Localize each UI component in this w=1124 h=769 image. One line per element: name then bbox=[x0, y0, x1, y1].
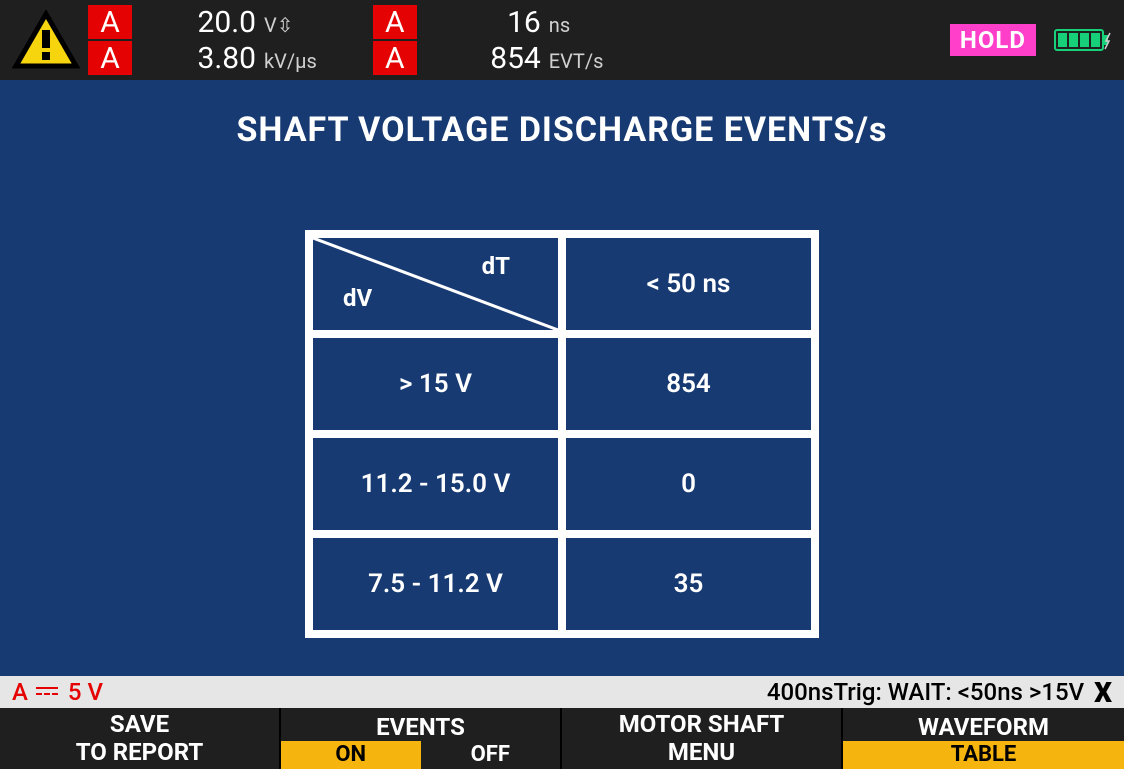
discharge-events-table: dT dV < 50 ns > 15 V 854 11.2 - 15.0 V 0… bbox=[305, 230, 819, 638]
footer: A 5 V 400nsTrig: WAIT: <50ns >15V X SAVE… bbox=[0, 676, 1124, 769]
softkey-save-to-report[interactable]: SAVE TO REPORT bbox=[0, 708, 281, 769]
battery-icon bbox=[1054, 27, 1112, 53]
table-row: 11.2 - 15.0 V 0 bbox=[313, 438, 811, 530]
softkey-label-line1: SAVE bbox=[110, 711, 169, 739]
readout-value: 854 bbox=[431, 41, 541, 76]
table-row: > 15 V 854 bbox=[313, 338, 811, 430]
warning-icon bbox=[12, 10, 80, 70]
readout-unit: kV/µs bbox=[264, 49, 317, 73]
events-toggle-on[interactable]: ON bbox=[281, 741, 421, 769]
status-channel-letter: A bbox=[12, 678, 28, 706]
softkey-label-line2: TO REPORT bbox=[76, 739, 204, 767]
table-row-value: 35 bbox=[566, 538, 811, 630]
status-trigger-text: 400nsTrig: WAIT: <50ns >15V bbox=[767, 678, 1084, 706]
softkey-motor-shaft-menu[interactable]: MOTOR SHAFT MENU bbox=[562, 708, 843, 769]
readout-unit: V⇳ bbox=[264, 13, 294, 37]
table-header-dt: dT bbox=[482, 252, 510, 280]
close-icon[interactable]: X bbox=[1094, 676, 1112, 709]
channel-badges-left: A A bbox=[88, 5, 132, 75]
table-row-label: 7.5 - 11.2 V bbox=[313, 538, 558, 630]
waveform-selected-mode[interactable]: TABLE bbox=[843, 741, 1124, 769]
softkey-label-line2: MENU bbox=[668, 739, 735, 767]
table-header-dv: dV bbox=[343, 284, 372, 312]
table-col-header: < 50 ns bbox=[566, 238, 811, 330]
readout-row: 854 EVT/s bbox=[431, 41, 604, 75]
table-row-value: 854 bbox=[566, 338, 811, 430]
readouts-left: 20.0 V⇳ 3.80 kV/µs bbox=[146, 5, 317, 75]
coupling-icon bbox=[36, 683, 58, 701]
main-panel: SHAFT VOLTAGE DISCHARGE EVENTS/s dT dV <… bbox=[0, 80, 1124, 676]
readout-value: 20.0 bbox=[146, 5, 256, 40]
channel-badges-right: A A bbox=[373, 5, 417, 75]
readout-value: 16 bbox=[431, 5, 541, 40]
table-row: 7.5 - 11.2 V 35 bbox=[313, 538, 811, 630]
softkey-events[interactable]: EVENTS ON OFF bbox=[281, 708, 562, 769]
readout-unit: EVT/s bbox=[549, 49, 604, 73]
events-toggle-off[interactable]: OFF bbox=[421, 741, 561, 769]
softkey-label-line1: MOTOR SHAFT bbox=[619, 711, 785, 739]
table-row-value: 0 bbox=[566, 438, 811, 530]
channel-badge: A bbox=[373, 41, 417, 75]
readout-unit: ns bbox=[549, 13, 570, 37]
hold-badge[interactable]: HOLD bbox=[950, 24, 1036, 56]
readout-row: 16 ns bbox=[431, 5, 604, 39]
softkey-bar: SAVE TO REPORT EVENTS ON OFF MOTOR SHAFT… bbox=[0, 708, 1124, 769]
softkey-waveform[interactable]: WAVEFORM TABLE bbox=[843, 708, 1124, 769]
readout-value: 3.80 bbox=[146, 41, 256, 76]
status-channel-range: 5 V bbox=[68, 678, 103, 706]
table-row-label: > 15 V bbox=[313, 338, 558, 430]
table-header-diagonal: dT dV bbox=[313, 238, 558, 330]
softkey-label-title: EVENTS bbox=[376, 714, 465, 742]
channel-badge: A bbox=[373, 5, 417, 39]
readout-row: 20.0 V⇳ bbox=[146, 5, 317, 39]
status-line: A 5 V 400nsTrig: WAIT: <50ns >15V X bbox=[0, 676, 1124, 708]
top-status-bar: A A 20.0 V⇳ 3.80 kV/µs A A 16 ns 854 EVT… bbox=[0, 0, 1124, 80]
readout-row: 3.80 kV/µs bbox=[146, 41, 317, 75]
softkey-label-title: WAVEFORM bbox=[918, 714, 1049, 742]
channel-badge: A bbox=[88, 41, 132, 75]
channel-badge: A bbox=[88, 5, 132, 39]
table-row-label: 11.2 - 15.0 V bbox=[313, 438, 558, 530]
readouts-right: 16 ns 854 EVT/s bbox=[431, 5, 604, 75]
events-toggle[interactable]: ON OFF bbox=[281, 741, 560, 769]
page-title: SHAFT VOLTAGE DISCHARGE EVENTS/s bbox=[236, 110, 887, 150]
